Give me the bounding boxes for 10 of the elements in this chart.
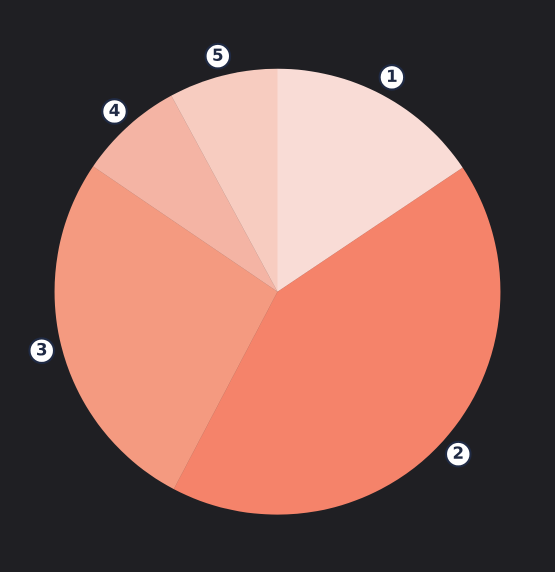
pie-slice [278,68,463,292]
pie-slice [54,166,278,490]
slice-label: 2 [454,446,463,459]
slice-label: 3 [37,342,46,356]
slice-label: 5 [213,48,222,61]
slice-label: 4 [109,104,120,116]
pie-slice [93,96,278,292]
pie-slice [171,68,278,292]
pie-slice [174,168,500,515]
slice-label: 1 [388,70,397,82]
